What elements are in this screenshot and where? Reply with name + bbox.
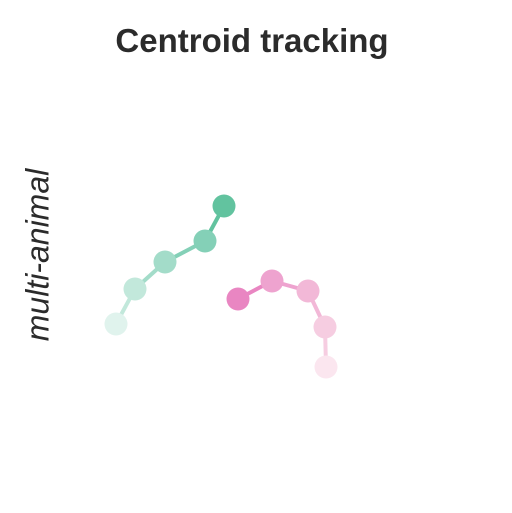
tracks-layer [104, 194, 338, 379]
track-pink-point [260, 269, 284, 293]
track-pink-point [313, 315, 337, 339]
track-green-point [212, 194, 236, 218]
chart-title: Centroid tracking [115, 22, 389, 59]
track-green-point [104, 312, 128, 336]
track-pink [226, 269, 338, 379]
track-pink-point [296, 279, 320, 303]
track-green-point [193, 229, 217, 253]
track-pink-point [226, 287, 250, 311]
track-green [104, 194, 236, 336]
track-pink-point [314, 355, 338, 379]
track-green-point [153, 250, 177, 274]
track-green-point [123, 277, 147, 301]
